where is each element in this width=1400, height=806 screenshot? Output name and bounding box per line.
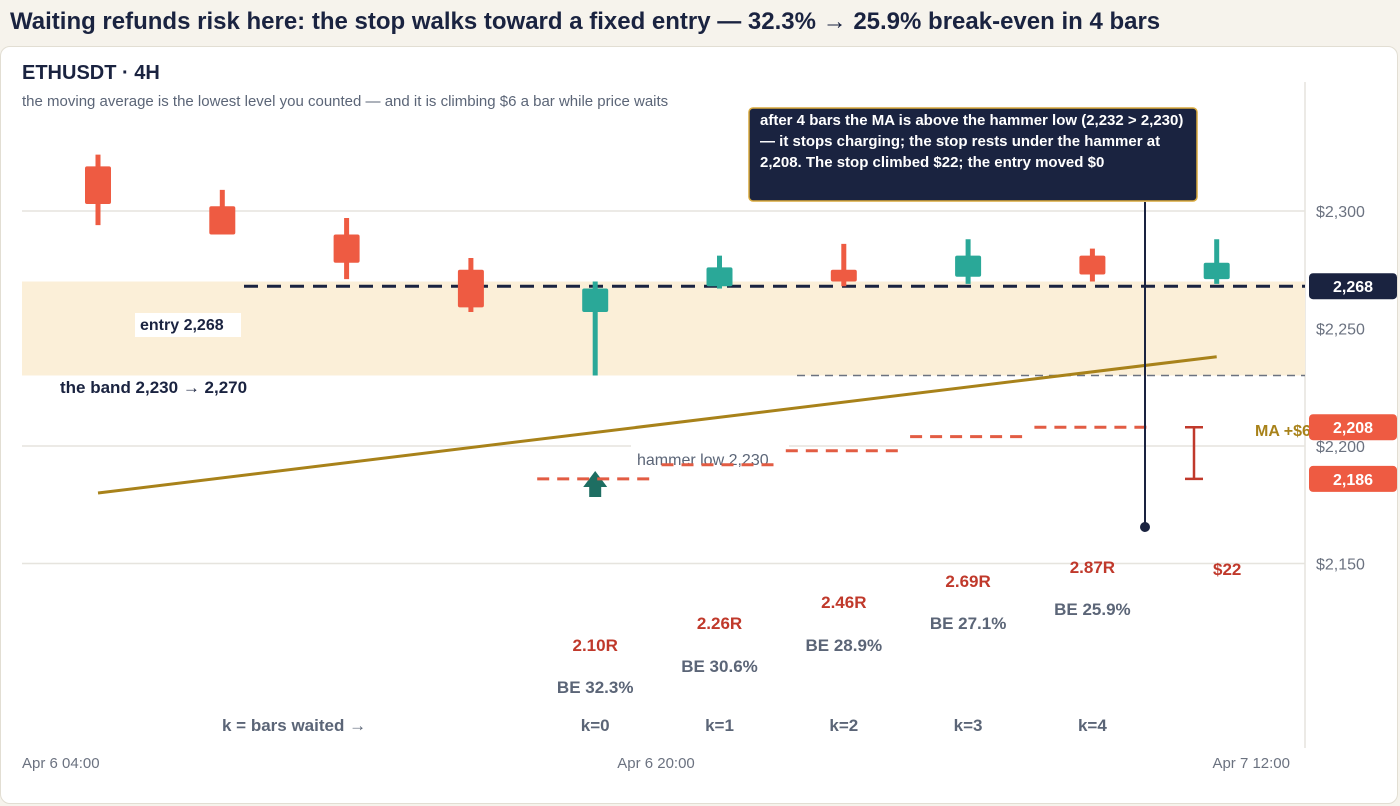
breakeven-label: BE 27.1% xyxy=(930,614,1007,633)
r-multiple-label: 2.69R xyxy=(945,572,990,591)
candle-body xyxy=(706,267,733,287)
callout-anchor-dot xyxy=(1140,522,1150,532)
bear-candle xyxy=(457,258,484,313)
entry-label: entry 2,268 xyxy=(140,317,224,334)
callout-box xyxy=(748,107,1198,202)
k-label: k=2 xyxy=(829,716,858,735)
r-multiple-label: 2.87R xyxy=(1070,558,1115,577)
delta-label: $22 xyxy=(1213,560,1241,579)
x-tick-label: Apr 6 20:00 xyxy=(617,755,695,772)
bull-candle xyxy=(706,255,733,289)
y-tick-label: $2,150 xyxy=(1316,557,1365,574)
k-axis-label: k = bars waited → xyxy=(222,716,366,735)
x-tick-label: Apr 6 04:00 xyxy=(22,755,100,772)
hammer-label-bg xyxy=(631,445,789,471)
price-tag-bg xyxy=(1309,273,1397,300)
candle-body xyxy=(457,269,484,308)
price-tag-bg xyxy=(1309,465,1397,492)
bull-candle xyxy=(1203,239,1230,284)
k-label: k=0 xyxy=(581,716,610,735)
breakeven-label: BE 25.9% xyxy=(1054,600,1131,619)
breakeven-label: BE 28.9% xyxy=(806,636,883,655)
candle-body xyxy=(1203,262,1230,280)
bull-candle xyxy=(582,281,609,376)
price-tag: 2,268 xyxy=(1309,273,1397,300)
y-tick-label: $2,200 xyxy=(1316,439,1365,456)
callout-text: after 4 bars the MA is above the hammer … xyxy=(760,112,1184,171)
chart-title: ETHUSDT · 4H xyxy=(22,62,160,84)
callout: after 4 bars the MA is above the hammer … xyxy=(760,112,1184,171)
k-label: k=4 xyxy=(1078,716,1107,735)
bear-candle xyxy=(333,218,360,280)
hammer-low-label: hammer low 2,230 xyxy=(637,452,769,469)
bear-candle xyxy=(85,154,111,226)
candle-body xyxy=(830,269,857,282)
k-label: k=3 xyxy=(954,716,983,735)
r-multiple-label: 2.10R xyxy=(573,636,618,655)
band-label: the band 2,230 → 2,270 xyxy=(60,378,247,397)
bear-candle xyxy=(830,243,857,287)
r-multiple-label: 2.26R xyxy=(697,614,742,633)
r-multiple-label: 2.46R xyxy=(821,593,866,612)
candle-body xyxy=(955,255,982,277)
breakeven-label: BE 32.3% xyxy=(557,678,634,697)
price-tag-label: 2,186 xyxy=(1333,472,1373,489)
entry-label-bg xyxy=(135,313,241,337)
price-tag: 2,208 xyxy=(1309,414,1397,441)
price-tag-label: 2,268 xyxy=(1333,279,1373,296)
candle-body xyxy=(333,234,360,263)
x-tick-label: Apr 7 12:00 xyxy=(1212,755,1290,772)
chart-subtitle: the moving average is the lowest level y… xyxy=(22,93,668,110)
price-tag-bg xyxy=(1309,414,1397,441)
bear-candle xyxy=(1079,248,1106,282)
k-label: k=1 xyxy=(705,716,734,735)
candle-body xyxy=(209,206,236,235)
y-tick-label: $2,300 xyxy=(1316,204,1365,221)
price-tag-label: 2,208 xyxy=(1333,420,1373,437)
y-tick-label: $2,250 xyxy=(1316,322,1365,339)
price-tag: 2,186 xyxy=(1309,465,1397,492)
candle-body xyxy=(582,288,609,313)
bear-candle xyxy=(209,189,236,235)
ma-line xyxy=(97,355,1217,495)
candle-body xyxy=(85,166,111,204)
candle-body xyxy=(1079,255,1106,275)
hammer-arrow-icon xyxy=(583,471,608,497)
breakeven-label: BE 30.6% xyxy=(681,657,758,676)
headline: Waiting refunds risk here: the stop walk… xyxy=(10,8,1161,35)
bull-candle xyxy=(955,239,982,284)
